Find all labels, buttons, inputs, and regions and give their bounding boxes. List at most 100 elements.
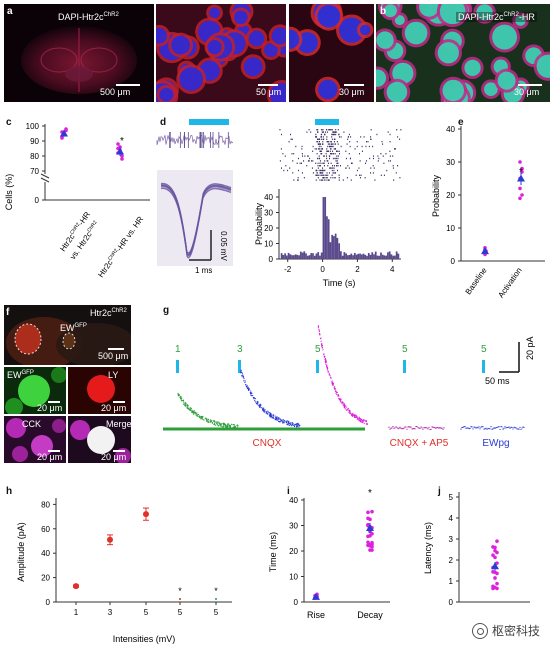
trace-point: [486, 428, 488, 430]
raster-tick: [319, 165, 321, 167]
raster-tick: [328, 157, 330, 160]
raster-tick: [330, 148, 332, 150]
significance-star: *: [519, 167, 523, 178]
y-tick-label: 30: [446, 158, 455, 167]
raster-tick: [358, 167, 360, 169]
trace-point: [318, 329, 320, 332]
raster-tick: [331, 145, 333, 148]
trace-point: [340, 398, 342, 400]
raster-tick: [361, 145, 363, 148]
raster-tick: [335, 160, 337, 162]
histogram-bar: [305, 253, 307, 259]
svg-text:90: 90: [30, 137, 39, 146]
raster-tick: [317, 138, 319, 140]
trace-point: [214, 424, 217, 426]
raster-tick: [366, 141, 368, 143]
trace-point: [358, 417, 361, 419]
raster-tick: [374, 179, 376, 181]
data-point: [116, 142, 120, 146]
trace-point: [220, 423, 223, 425]
raster-tick: [331, 136, 333, 138]
trace-point: [513, 426, 515, 428]
raster-tick: [319, 143, 321, 145]
trace-point: [244, 381, 246, 384]
trace-point: [333, 387, 336, 390]
raster-tick: [345, 167, 347, 169]
trace-point: [246, 386, 249, 388]
y-tick-label: 1: [449, 577, 454, 586]
trace-point: [402, 428, 404, 430]
trace-point: [468, 428, 470, 430]
raster-tick: [320, 129, 322, 131]
raster-tick: [318, 138, 320, 140]
waveform-trace: [160, 187, 232, 258]
raster-tick: [329, 155, 331, 157]
raster-tick: [372, 155, 374, 157]
raster-tick: [367, 141, 369, 143]
trace-point: [233, 424, 235, 426]
trace-point: [502, 428, 504, 430]
raster-tick: [281, 133, 283, 136]
trace-point: [292, 424, 294, 426]
raster-tick: [330, 141, 332, 143]
raster-tick: [326, 150, 328, 152]
trace-point: [328, 374, 330, 376]
waveform-trace: [160, 182, 232, 254]
raster-tick: [292, 160, 294, 162]
trace-point: [512, 428, 514, 430]
trace-point: [433, 426, 435, 429]
raster-tick: [307, 160, 309, 162]
raster-tick: [281, 167, 283, 169]
trace-point: [332, 382, 334, 384]
trace-point: [178, 394, 180, 396]
histogram-bar: [394, 255, 396, 259]
data-point: [370, 542, 374, 547]
raster-tick: [311, 160, 313, 162]
raster-tick: [328, 141, 330, 143]
panel-label-g: g: [163, 305, 170, 316]
raster-tick: [326, 131, 328, 133]
raster-tick: [322, 136, 324, 138]
raster-tick: [331, 169, 333, 172]
trace-point: [265, 411, 267, 413]
raster-tick: [297, 179, 299, 181]
trace-point: [345, 406, 347, 408]
svg-text:70: 70: [30, 167, 39, 176]
raster-tick: [388, 160, 390, 162]
raster-tick: [333, 169, 335, 172]
trace-point: [277, 419, 279, 421]
raster-tick: [284, 155, 286, 157]
trace-point: [392, 425, 394, 428]
trace-point: [473, 426, 475, 428]
trace-point: [286, 420, 289, 422]
trace-point: [360, 421, 362, 423]
raster-tick: [320, 138, 322, 140]
trace-point: [344, 405, 346, 408]
raster-tick: [319, 162, 321, 164]
trace-point: [464, 426, 466, 428]
data-marks: [491, 539, 499, 591]
raster-tick: [330, 129, 332, 131]
data-points-group-1: [60, 127, 68, 140]
trace-point: [406, 428, 408, 430]
scale-bar: [116, 84, 140, 86]
data-point: [120, 154, 124, 158]
raster-tick: [301, 148, 303, 150]
trace-point: [522, 426, 524, 428]
histogram-bar: [352, 255, 354, 259]
cell-graphic: [6, 418, 66, 462]
x-axis-label: Intensities (mV): [113, 634, 176, 644]
trace-point: [217, 425, 219, 427]
trace-point: [244, 380, 246, 382]
raster-tick: [346, 143, 348, 145]
raster-tick: [349, 141, 351, 143]
svg-text:100: 100: [26, 122, 40, 131]
raster-tick: [394, 148, 396, 150]
trace-point: [435, 427, 437, 429]
trace-point: [491, 428, 493, 430]
waveform-trace: [160, 183, 232, 254]
trace-point: [397, 428, 399, 430]
raster-tick: [335, 131, 337, 133]
histogram-bar: [326, 216, 328, 259]
